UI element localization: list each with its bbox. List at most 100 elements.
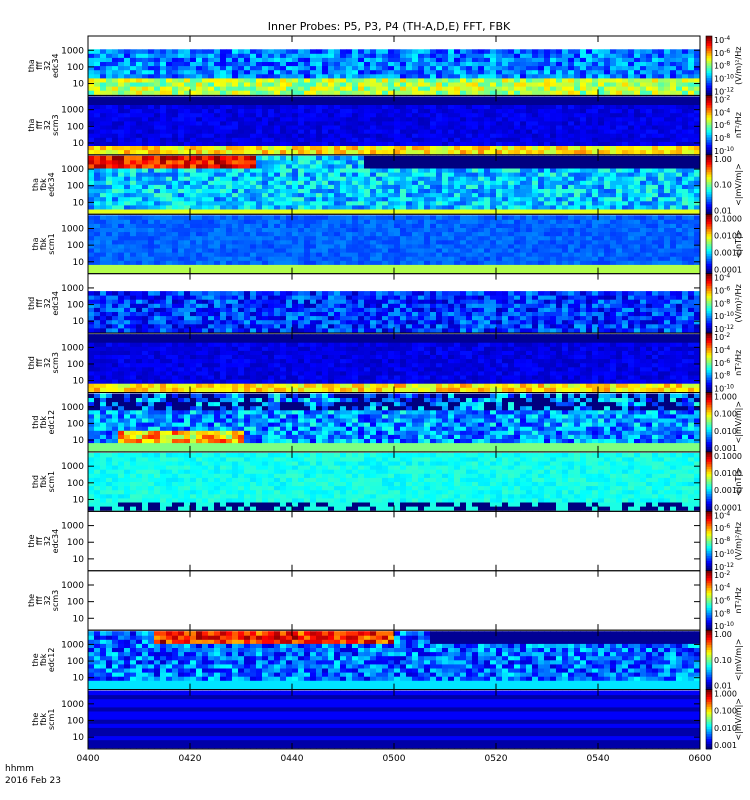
heat-cell <box>526 108 533 114</box>
heat-cell <box>604 49 611 54</box>
heat-cell <box>574 78 581 83</box>
heat-cell <box>604 209 611 214</box>
heat-cell <box>268 90 275 95</box>
heat-cell <box>106 53 113 58</box>
heat-cell <box>676 209 683 214</box>
heat-cell <box>112 209 119 214</box>
heat-cell <box>364 209 371 214</box>
heat-cell <box>418 61 425 67</box>
heat-cell <box>358 82 365 87</box>
heat-cell <box>466 65 473 71</box>
heat-cell <box>562 112 569 118</box>
heat-cell <box>394 149 401 155</box>
heat-cell <box>430 137 437 142</box>
heat-cell <box>442 196 449 202</box>
heat-cell <box>364 248 371 253</box>
heat-cell <box>280 192 287 198</box>
heat-cell <box>520 149 527 155</box>
heat-cell <box>232 57 239 62</box>
heat-cell <box>436 244 443 249</box>
heat-cell <box>298 125 305 130</box>
heat-cell <box>166 78 173 83</box>
heat-cell <box>616 145 623 151</box>
heat-cell <box>106 86 113 91</box>
heat-cell <box>280 108 287 114</box>
heat-cell <box>658 90 665 95</box>
heat-cell <box>160 227 167 233</box>
heat-cell <box>436 252 443 257</box>
heat-cell <box>466 61 473 67</box>
heat-cell <box>598 149 605 155</box>
heat-cell <box>502 184 509 189</box>
heat-cell <box>400 223 407 228</box>
heat-cell <box>616 172 623 177</box>
heat-cell <box>106 235 113 241</box>
heat-cell <box>382 86 389 91</box>
heat-cell <box>508 168 515 173</box>
heat-cell <box>382 235 389 241</box>
heat-cell <box>646 82 653 87</box>
heat-cell <box>496 196 503 202</box>
heat-cell <box>574 184 581 189</box>
heat-cell <box>358 196 365 202</box>
heat-cell <box>694 137 701 142</box>
heat-cell <box>556 137 563 142</box>
heat-cell <box>232 65 239 71</box>
heat-cell <box>466 164 473 169</box>
heat-cell <box>508 100 515 105</box>
heat-cell <box>262 141 269 146</box>
heat-cell <box>292 141 299 146</box>
heat-cell <box>322 172 329 177</box>
heat-cell <box>478 108 485 114</box>
heat-cell <box>640 180 647 185</box>
heat-cell <box>694 86 701 91</box>
heat-cell <box>304 86 311 91</box>
heat-cell <box>304 176 311 181</box>
heat-cell <box>244 196 251 202</box>
heat-cell <box>322 104 329 110</box>
heat-cell <box>670 125 677 130</box>
heat-cell <box>388 104 395 110</box>
heat-cell <box>244 57 251 62</box>
heat-cell <box>208 176 215 181</box>
heat-cell <box>340 65 347 71</box>
heat-cell <box>304 205 311 210</box>
heat-cell <box>340 104 347 110</box>
heat-cell <box>364 215 371 220</box>
heat-cell <box>94 231 101 237</box>
heat-cell <box>622 116 629 122</box>
heat-cell <box>112 223 119 228</box>
heat-cell <box>118 264 125 269</box>
heat-cell <box>184 65 191 71</box>
heat-cell <box>562 155 569 161</box>
heat-cell <box>142 145 149 151</box>
heat-cell <box>496 121 503 126</box>
heat-cell <box>568 172 575 177</box>
colorbar-swatch <box>706 83 712 86</box>
heat-cell <box>280 69 287 75</box>
heat-cell <box>358 96 365 101</box>
heat-cell <box>436 90 443 95</box>
heat-cell <box>364 100 371 105</box>
heat-cell <box>520 172 527 177</box>
heat-cell <box>574 133 581 138</box>
heat-cell <box>544 196 551 202</box>
heat-cell <box>112 78 119 83</box>
heat-cell <box>442 168 449 173</box>
heat-cell <box>532 82 539 87</box>
heat-cell <box>88 121 95 126</box>
heat-cell <box>220 256 227 261</box>
heat-cell <box>316 86 323 91</box>
heat-cell <box>196 268 203 274</box>
heat-cell <box>562 180 569 185</box>
heat-cell <box>604 149 611 155</box>
heat-cell <box>562 188 569 194</box>
heat-cell <box>376 86 383 91</box>
heat-cell <box>136 200 143 206</box>
heat-cell <box>592 65 599 71</box>
heat-cell <box>682 164 689 169</box>
heat-cell <box>532 116 539 122</box>
heat-cell <box>190 149 197 155</box>
heat-cell <box>406 145 413 151</box>
heat-cell <box>328 219 335 224</box>
